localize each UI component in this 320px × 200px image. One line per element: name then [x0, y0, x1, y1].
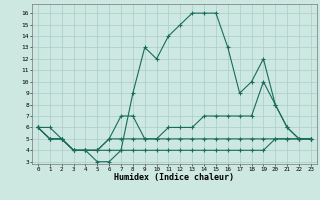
X-axis label: Humidex (Indice chaleur): Humidex (Indice chaleur)	[115, 173, 234, 182]
